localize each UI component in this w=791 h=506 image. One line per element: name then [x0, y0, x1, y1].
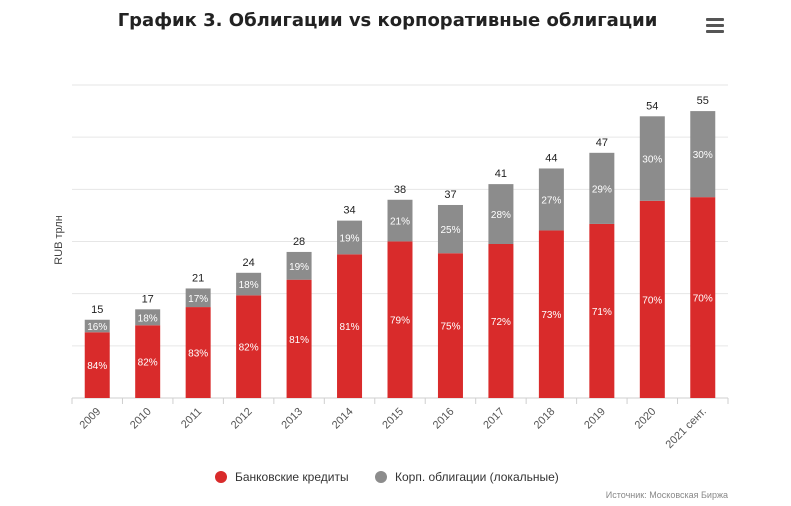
share-label-bank: 81% — [340, 322, 360, 333]
x-tick-label: 2010 — [128, 406, 154, 432]
x-tick-label: 2009 — [78, 406, 104, 432]
bar-bonds-2010 — [135, 309, 161, 326]
legend-label-bank: Банковские кредиты — [235, 470, 349, 484]
bar-bonds-2013 — [286, 251, 312, 280]
legend-label-bonds: Корп. облигации (локальные) — [395, 470, 559, 484]
share-label-bonds: 25% — [440, 225, 460, 236]
share-label-bonds: 30% — [642, 155, 662, 166]
total-label: 41 — [495, 168, 507, 180]
share-label-bonds: 27% — [541, 195, 561, 206]
source-note: Источник: Московская Биржа — [605, 490, 728, 500]
x-axis: 2009 2010 2011 2012 2013 2014 2015 2016 2017 2018… — [71, 398, 729, 451]
bar-bonds-2011 — [185, 288, 211, 308]
share-label-bank: 73% — [541, 310, 561, 321]
bar-bank-2013 — [286, 279, 312, 398]
bars — [84, 111, 716, 398]
share-label-bank: 84% — [87, 361, 107, 372]
hamburger-menu-icon[interactable] — [706, 18, 724, 34]
share-label-bank: 83% — [188, 349, 208, 360]
x-tick-label: 2017 — [481, 406, 507, 432]
bar-bank-2017 — [488, 244, 514, 398]
x-tick-label: 2013 — [279, 406, 305, 432]
share-label-bonds: 29% — [592, 184, 612, 195]
bar-bank-2020 — [639, 200, 665, 398]
share-label-bank: 82% — [138, 358, 158, 369]
total-label: 24 — [242, 257, 254, 269]
total-label: 34 — [343, 205, 355, 217]
total-label: 15 — [91, 304, 103, 316]
total-label: 17 — [142, 293, 154, 305]
share-label-bank: 70% — [642, 295, 662, 306]
bar-bonds-2014 — [337, 220, 363, 255]
legend-item-bonds[interactable]: Корп. облигации (локальные) — [375, 470, 559, 484]
x-tick-label: 2016 — [431, 406, 457, 432]
total-label: 28 — [293, 236, 305, 248]
legend-item-bank[interactable]: Банковские кредиты — [215, 470, 349, 484]
bar-bonds-2021 сент. — [690, 111, 716, 198]
bar-bank-2015 — [387, 241, 413, 398]
total-label: 21 — [192, 272, 204, 284]
total-label: 37 — [444, 189, 456, 201]
page-title: График 3. Облигации vs корпоративные обл… — [117, 10, 658, 31]
share-label-bank: 82% — [239, 343, 259, 354]
legend: Банковские кредиты Корп. облигации (лока… — [0, 470, 791, 490]
share-label-bonds: 28% — [491, 210, 511, 221]
bar-bank-2014 — [337, 254, 363, 398]
x-tick-label: 2014 — [330, 406, 356, 432]
legend-dot-bank-icon — [215, 471, 227, 483]
bar-bank-2019 — [589, 223, 615, 398]
total-label: 38 — [394, 184, 406, 196]
x-tick-label: 2020 — [633, 406, 659, 432]
x-tick-label: 2015 — [380, 406, 406, 432]
share-label-bank: 79% — [390, 316, 410, 327]
x-tick-label: 2012 — [229, 406, 255, 432]
bar-bonds-2012 — [236, 272, 262, 296]
total-label: 47 — [596, 137, 608, 149]
bar-bank-2009 — [84, 332, 110, 398]
total-label: 44 — [545, 152, 557, 164]
bar-bonds-2019 — [589, 152, 615, 224]
bar-bonds-2017 — [488, 184, 514, 245]
bar-bank-2018 — [538, 230, 564, 398]
x-tick-label: 2018 — [532, 406, 558, 432]
y-axis-label: RUB трлн — [53, 215, 65, 265]
share-label-bank: 70% — [693, 294, 713, 305]
share-label-bonds: 17% — [188, 294, 208, 305]
bar-chart: 84% 16% 15 82% 18% 17 83% 17% 21 82% 18% 24 81% 19% 28… — [53, 84, 729, 451]
share-label-bank: 72% — [491, 317, 511, 328]
bar-bank-2010 — [135, 325, 161, 398]
bar-bank-2021 сент. — [690, 197, 716, 398]
bar-bonds-2020 — [639, 116, 665, 201]
share-label-bank: 71% — [592, 307, 612, 318]
total-label: 55 — [697, 95, 709, 107]
bar-bonds-2016 — [437, 204, 463, 254]
share-label-bonds: 19% — [340, 233, 360, 244]
legend-dot-bonds-icon — [375, 471, 387, 483]
bar-bonds-2009 — [84, 319, 110, 333]
share-label-bonds: 16% — [87, 322, 107, 333]
bar-bank-2011 — [185, 307, 211, 398]
menu-line — [706, 24, 724, 27]
share-label-bank: 81% — [289, 335, 309, 346]
data-labels: 84% 16% 15 82% 18% 17 83% 17% 21 82% 18% 24 81% 19% 28… — [87, 95, 713, 372]
menu-line — [706, 18, 724, 21]
share-label-bonds: 18% — [239, 280, 259, 291]
share-label-bonds: 30% — [693, 150, 713, 161]
x-tick-label: 2011 — [179, 406, 204, 431]
share-label-bank: 75% — [440, 322, 460, 333]
share-label-bonds: 21% — [390, 217, 410, 228]
share-label-bonds: 19% — [289, 262, 309, 273]
share-label-bonds: 18% — [138, 313, 158, 324]
bar-bank-2012 — [236, 295, 262, 398]
bar-bonds-2018 — [538, 168, 564, 231]
x-tick-label: 2019 — [582, 406, 608, 432]
bar-bonds-2015 — [387, 199, 413, 242]
x-tick-label: 2021 сент. — [664, 406, 709, 451]
menu-line — [706, 30, 724, 33]
bar-bank-2016 — [437, 253, 463, 398]
total-label: 54 — [646, 100, 658, 112]
